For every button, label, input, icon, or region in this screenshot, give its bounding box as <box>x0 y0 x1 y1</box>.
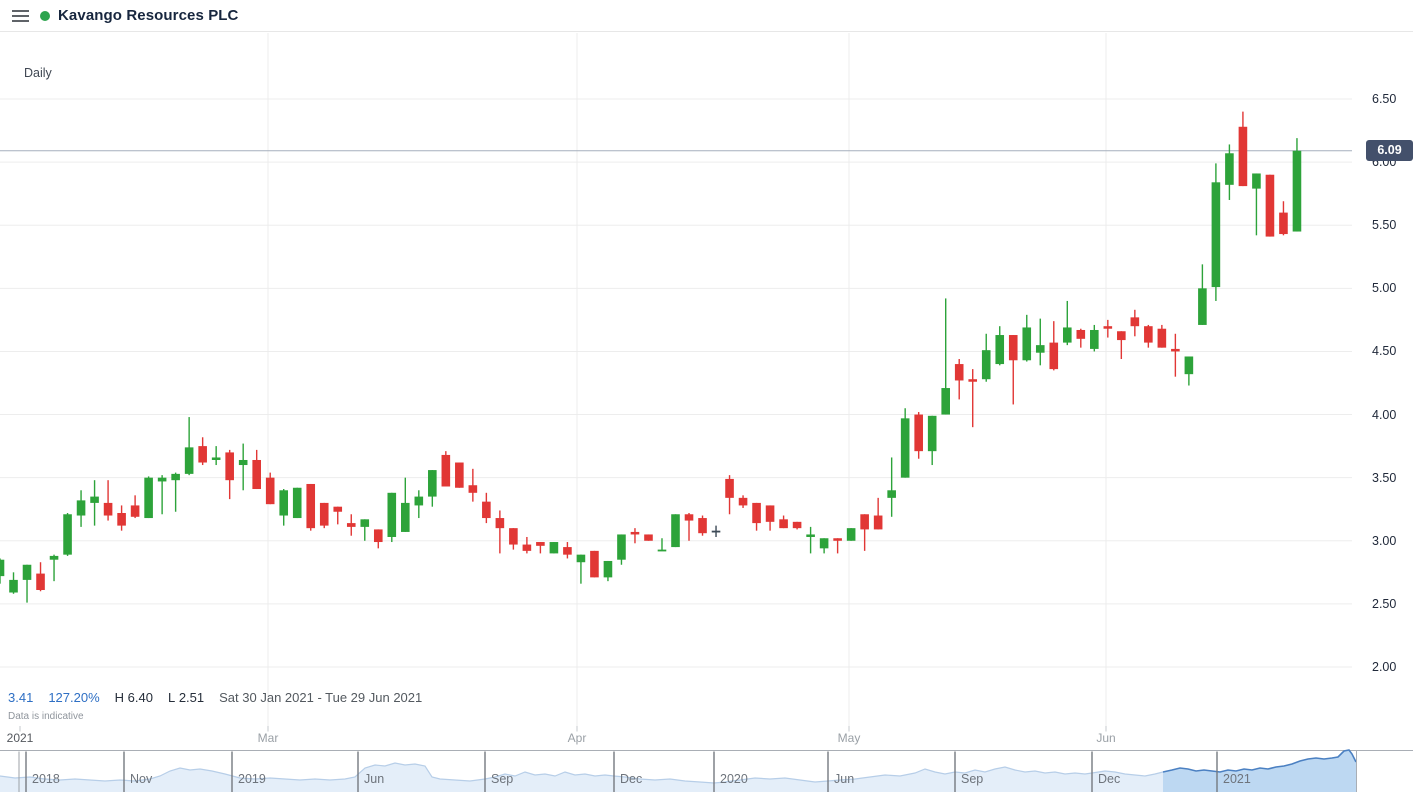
minimap-period-label: 2021 <box>1223 772 1251 786</box>
stat-low: L 2.51 <box>167 690 205 705</box>
minimap-period-label: Sep <box>491 772 514 786</box>
scrubber-future-area <box>1356 751 1413 792</box>
minimap-period-label: Dec <box>620 772 643 786</box>
candlestick-series <box>0 111 1302 603</box>
minimap-period-label: Dec <box>1098 772 1121 786</box>
price-tick-label: 6.50 <box>1372 92 1397 106</box>
minimap-period-label: 2020 <box>720 772 748 786</box>
stat-change-pct: 127.20% <box>48 690 100 705</box>
minimap-period-label: 2019 <box>238 772 266 786</box>
vertical-gridlines <box>19 33 1107 732</box>
price-axis[interactable]: 6.50 6.00 5.50 5.00 4.50 4.00 3.50 3.00 2.50 2.00 <box>1360 33 1413 733</box>
instrument-title: Kavango Resources PLC <box>58 7 239 24</box>
price-tick-label: 3.00 <box>1372 533 1397 548</box>
price-tick-label: 5.00 <box>1372 281 1397 296</box>
price-tick-label: 2.00 <box>1372 659 1397 674</box>
time-tick-label: Apr <box>567 731 587 745</box>
price-tick-label: 5.50 <box>1372 218 1397 233</box>
market-status-dot-icon <box>40 11 50 21</box>
minimap-period-label: Jun <box>364 772 385 786</box>
time-tick-label: May <box>837 731 861 745</box>
time-tick-label: Jun <box>1096 731 1116 745</box>
minimap-period-label: Nov <box>130 772 153 786</box>
price-tick-label: 4.50 <box>1372 344 1397 359</box>
minimap-area-series <box>0 762 1164 792</box>
price-tick-label: 2.50 <box>1372 596 1397 611</box>
interval-label[interactable]: Daily <box>24 66 52 80</box>
last-price-badge: 6.09 <box>1366 140 1413 162</box>
minimap-period-label: Jun <box>834 772 855 786</box>
minimap-period-label: 2018 <box>32 772 60 786</box>
timeline-scrubber[interactable]: 2018 Nov 2019 Jun Sep Dec 2020 Jun Sep Dec 2021 <box>0 751 1413 792</box>
hamburger-menu-icon[interactable] <box>12 7 34 25</box>
indicative-note: Data is indicative <box>8 711 84 722</box>
stat-high: H 6.40 <box>114 690 153 705</box>
price-tick-label: 3.50 <box>1372 470 1397 485</box>
app-header: Kavango Resources PLC <box>0 0 1413 32</box>
stat-date-range: Sat 30 Jan 2021 - Tue 29 Jun 2021 <box>219 690 423 705</box>
minimap-dividers <box>18 751 1218 792</box>
minimap-selection[interactable] <box>1162 749 1357 792</box>
minimap-period-label: Sep <box>961 772 984 786</box>
time-axis[interactable]: 2021 Mar Apr May Jun <box>0 727 1352 750</box>
time-tick-label: 2021 <box>6 731 34 745</box>
stats-bar: 3.41 127.20% H 6.40 L 2.51 Sat 30 Jan 20… <box>8 690 422 705</box>
stat-change: 3.41 <box>8 690 34 705</box>
price-tick-label: 4.00 <box>1372 407 1397 422</box>
horizontal-gridlines <box>0 98 1352 668</box>
time-tick-label: Mar <box>257 731 279 745</box>
